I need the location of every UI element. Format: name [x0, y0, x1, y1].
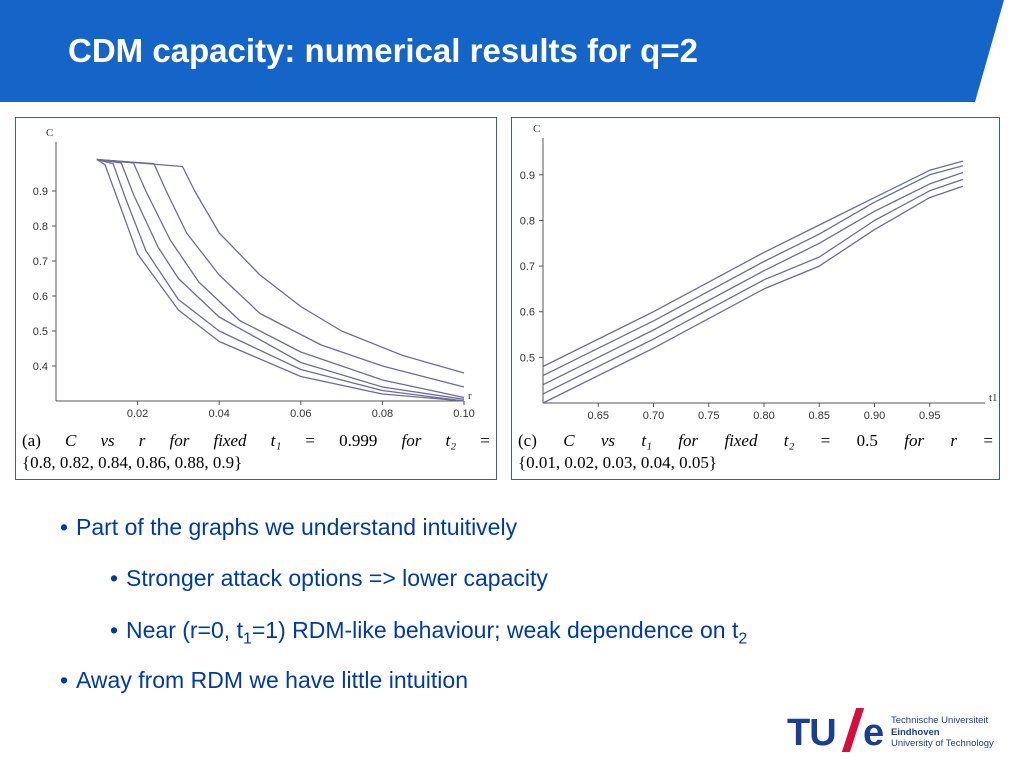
caption-word: t₂ [783, 431, 795, 450]
y-axis-label: C [46, 127, 53, 139]
y-tick-label: 0.8 [33, 221, 48, 233]
caption-word: = [983, 431, 993, 450]
series-line-2 [96, 158, 465, 402]
logo-mark-e: e [863, 712, 885, 754]
caption-word: r [950, 431, 957, 450]
chart-a-caption-line2: {0.8, 0.82, 0.84, 0.86, 0.88, 0.9} [22, 453, 243, 472]
caption-word: vs [100, 431, 115, 450]
bullet-text: Away from RDM we have little intuition [76, 667, 468, 693]
caption-word: = [480, 431, 490, 450]
slide-title: CDM capacity: numerical results for q=2 [68, 32, 698, 69]
x-tick-label: 0.04 [208, 408, 229, 420]
x-tick-label: 0.70 [643, 410, 664, 422]
bullet-item: • Stronger attack options => lower capac… [110, 565, 548, 591]
logo-text-line2: Eindhoven [891, 726, 940, 738]
bullet-subscript: 2 [738, 630, 748, 648]
bullet-dot: • [110, 565, 119, 591]
caption-word: 0.999 [339, 431, 378, 450]
logo-text: Technische Universiteit Eindhoven Univer… [891, 715, 994, 750]
logo-text-line3: University of Technology [891, 738, 994, 749]
series-line-1 [96, 158, 465, 402]
y-tick-label: 0.5 [520, 352, 535, 364]
title-bar-shape [0, 0, 1004, 102]
y-axis-label: C [533, 123, 540, 135]
caption-word: C [65, 431, 77, 450]
series-line-6 [96, 158, 465, 374]
x-tick-label: 0.80 [753, 410, 774, 422]
caption-word: C [563, 431, 575, 450]
logo-slash [841, 708, 865, 752]
title-bar: CDM capacity: numerical results for q=2 [0, 0, 1024, 102]
caption-word: 0.5 [856, 431, 878, 450]
caption-word: for [169, 431, 190, 450]
caption-word: (c) [518, 431, 537, 450]
bullet-dot: • [110, 617, 119, 643]
x-tick-label: 0.65 [588, 410, 609, 422]
series-line-3 [96, 158, 465, 400]
x-tick-label: 0.85 [809, 410, 830, 422]
x-axis-label: t1 [989, 392, 998, 404]
x-tick-label: 0.10 [453, 408, 474, 420]
caption-word: fixed [724, 431, 758, 450]
bullet-subscript: 1 [242, 630, 252, 648]
series-line-1 [542, 160, 964, 368]
y-tick-label: 0.9 [520, 170, 535, 182]
caption-word: r [138, 431, 146, 450]
y-tick-label: 0.6 [520, 307, 535, 319]
series-line-4 [96, 158, 465, 399]
bullet-text: Stronger attack options => lower capacit… [126, 565, 548, 591]
y-tick-label: 0.7 [520, 261, 535, 273]
logo-text-line1: Technische Universiteit [891, 715, 989, 726]
x-tick-label: 0.08 [372, 408, 393, 420]
chart-c: Ct1 0.65 0.70 0.75 0.80 0.85 0.90 0.95 0.5 0.6 0.7… [520, 123, 998, 422]
y-tick-label: 0.4 [33, 361, 48, 373]
bullet-text: Part of the graphs we understand intuiti… [76, 514, 518, 540]
chart-a: Cr 0.02 0.04 0.06 0.08 0.10 0.4 0.5 0.6 0.7 0.8 0.9 [33, 127, 475, 420]
x-axis-label: r [468, 390, 472, 402]
x-tick-label: 0.90 [864, 410, 885, 422]
bullet-item: • Part of the graphs we understand intui… [60, 514, 518, 540]
chart-c-caption-line2: {0.01, 0.02, 0.03, 0.04, 0.05} [518, 453, 718, 472]
caption-word: = [820, 431, 831, 450]
tue-logo: TU e Technische Universiteit Eindhoven U… [787, 708, 1017, 756]
caption-word: t₁ [641, 431, 652, 450]
x-tick-label: 0.95 [919, 410, 940, 422]
y-tick-label: 0.6 [33, 291, 48, 303]
bullet-item: • Away from RDM we have little intuition [60, 667, 468, 693]
y-tick-label: 0.5 [33, 326, 48, 338]
caption-word: for [678, 431, 699, 450]
bullet-text-start: Near (r=0, t [126, 617, 243, 643]
y-tick-label: 0.8 [520, 215, 535, 227]
caption-word: t₁ [270, 431, 282, 450]
y-tick-label: 0.7 [33, 256, 48, 268]
caption-word: fixed [213, 431, 247, 450]
bullet-dot: • [60, 514, 69, 540]
series-line-2 [542, 165, 964, 377]
x-tick-label: 0.02 [127, 408, 148, 420]
logo-mark-tu: TU [787, 712, 837, 754]
series-line-4 [542, 178, 964, 395]
bullet-text-middle: =1) RDM-like behaviour; weak dependence … [251, 617, 739, 643]
bullet-item: • Near (r=0, t1=1) RDM-like behaviour; w… [110, 617, 748, 648]
caption-word: for [401, 431, 422, 450]
caption-word: t₂ [445, 431, 457, 450]
caption-word: vs [600, 431, 616, 450]
caption-word: (a) [22, 431, 41, 450]
caption-word: = [305, 431, 316, 450]
x-tick-label: 0.75 [698, 410, 719, 422]
y-tick-label: 0.9 [33, 186, 48, 198]
bullet-dot: • [60, 667, 69, 693]
series-line-3 [542, 171, 964, 386]
series-line-5 [542, 185, 964, 404]
series-line-5 [96, 158, 465, 388]
caption-word: for [904, 431, 925, 450]
x-tick-label: 0.06 [290, 408, 311, 420]
